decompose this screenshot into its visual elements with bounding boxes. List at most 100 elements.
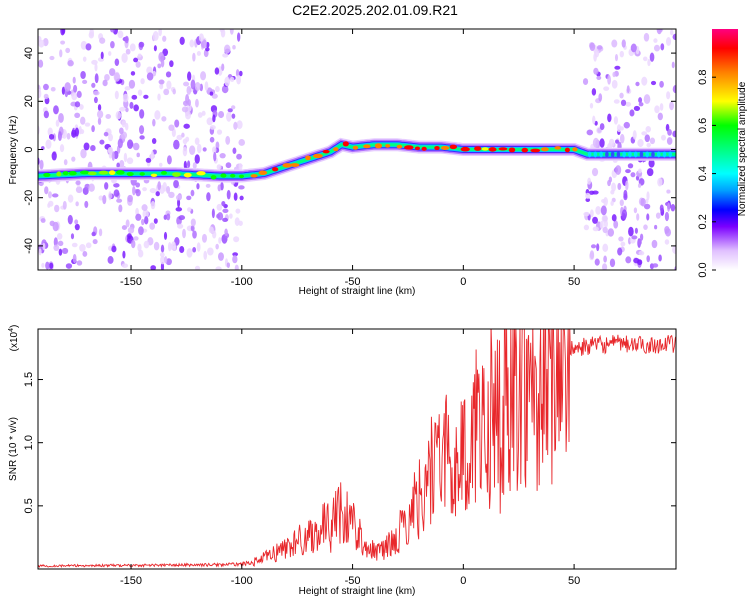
spectrogram-noise-cell: [135, 213, 142, 221]
spectrogram-noise-cell: [196, 143, 202, 154]
spectrogram-ticks: -150 -100 -50 0 50 40 20 0 -20 -40: [23, 29, 676, 288]
spectrogram-peak-cell: [540, 147, 549, 152]
spectrogram-noise-cell: [138, 226, 144, 236]
spectrogram-noise-cell: [648, 159, 655, 168]
spectrogram-noise-cell: [111, 245, 117, 253]
spectrogram-noise-cell: [143, 240, 150, 249]
spectrogram-noise-cell: [610, 200, 614, 206]
spectrogram-noise-cell: [632, 130, 637, 140]
spectrogram-noise-cell: [130, 71, 136, 76]
spectrogram-noise-cell: [122, 250, 126, 259]
spectrogram-peak-cell: [183, 172, 192, 178]
spectrogram-noise-cell: [227, 108, 233, 113]
spectrogram-noise-cell: [192, 230, 197, 239]
spectrogram-noise-cell: [232, 252, 239, 257]
spectrogram-noise-cell: [644, 134, 650, 143]
spectrogram-noise-cell: [159, 252, 165, 258]
spectrogram-noise-cell: [669, 29, 674, 36]
spectrogram-ytick-label: -20: [23, 190, 35, 206]
spectrogram-noise-cell: [179, 36, 185, 46]
spectrogram-noise-cell: [583, 224, 590, 231]
spectrogram-noise-cell: [613, 116, 619, 125]
spectrogram-noise-cell: [620, 241, 626, 247]
spectrogram-noise-cell: [215, 243, 219, 250]
spectrogram-noise-cell: [649, 52, 655, 62]
spectrogram-noise-cell: [57, 131, 62, 142]
spectrogram-noise-cell: [660, 43, 665, 51]
spectrogram-noise-cell: [216, 129, 223, 135]
spectrogram-noise-cell: [116, 162, 120, 169]
spectrogram-peak-cell: [460, 146, 470, 152]
spectrogram-noise-cell: [166, 185, 171, 194]
spectrogram-noise-cell: [163, 88, 170, 96]
spectrogram-noise-cell: [594, 120, 598, 126]
spectrogram-noise-cell: [119, 106, 126, 112]
spectrogram-noise-cell: [641, 76, 648, 86]
spectrogram-noise-cell: [39, 159, 44, 170]
colorbar-gradient: [712, 29, 738, 270]
spectrogram-noise-cell: [226, 189, 231, 200]
spectrogram-noise-cell: [672, 85, 676, 94]
spectrogram-noise-cell: [613, 220, 619, 229]
spectrogram-noise-cell: [108, 133, 114, 142]
spectrogram-noise-cell: [117, 138, 123, 149]
spectrogram-noise-cell: [154, 110, 161, 120]
spectrogram-noise-cell: [136, 152, 140, 158]
spectrogram-noise-cell: [149, 222, 156, 230]
spectrogram-noise-cell: [224, 228, 228, 236]
spectrogram-peak-cell: [62, 171, 69, 176]
spectrogram-peak-cell: [587, 151, 592, 158]
spectrogram-noise-cell: [229, 76, 235, 83]
spectrogram-noise-cell: [592, 115, 596, 125]
spectrogram-noise-cell: [175, 207, 183, 212]
spectrogram-noise-cell: [633, 257, 640, 264]
spectrogram-noise-cell: [71, 92, 78, 101]
spectrogram-noise-cell: [214, 67, 220, 75]
spectrogram-noise-cell: [162, 35, 167, 42]
spectrogram-noise-cell: [76, 260, 83, 266]
spectrogram-noise-cell: [54, 204, 60, 213]
spectrogram-noise-cell: [53, 105, 59, 115]
spectrogram-noise-cell: [58, 248, 63, 256]
spectrogram-noise-cell: [179, 246, 185, 253]
spectrogram-noise-cell: [591, 167, 599, 177]
spectrogram-noise-cell: [57, 240, 64, 247]
spectrogram-noise-cell: [40, 218, 46, 223]
spectrogram-noise-cell: [637, 139, 644, 148]
spectrogram-noise-cell: [659, 103, 664, 111]
spectrogram-noise-cell: [637, 183, 642, 188]
spectrogram-noise-cell: [612, 71, 616, 78]
spectrogram-noise-cell: [607, 74, 611, 85]
spectrogram-noise-cell: [114, 58, 120, 67]
spectrogram-noise-cell: [190, 218, 196, 227]
spectrogram-noise-cell: [233, 236, 240, 243]
spectrogram-noise-cell: [607, 113, 612, 123]
spectrogram-noise-cell: [100, 51, 104, 60]
spectrogram-noise-cell: [619, 92, 624, 99]
snr-y-multiplier: (x104): [8, 325, 20, 352]
spectrogram-noise-cell: [67, 194, 74, 203]
spectrogram-noise-cell: [107, 146, 114, 154]
spectrogram-noise-cell: [186, 248, 193, 258]
spectrogram-noise-cell: [153, 241, 160, 251]
spectrogram-noise-cell: [653, 44, 660, 52]
spectrogram-noise-cell: [43, 110, 49, 119]
spectrogram-noise-cell: [59, 49, 63, 58]
spectrogram-noise-cell: [44, 186, 49, 195]
spectrogram-noise-cell: [625, 256, 632, 264]
spectrogram-noise-cell: [42, 242, 46, 251]
spectrogram-noise-cell: [82, 56, 87, 62]
spectrogram-noise-cell: [181, 132, 185, 138]
spectrogram-peak-cell: [651, 151, 655, 158]
spectrogram-noise-cell: [599, 220, 604, 229]
spectrogram-noise-cell: [189, 145, 196, 155]
spectrogram-noise-cell: [175, 194, 182, 201]
spectrogram-noise-cell: [596, 75, 602, 80]
spectrogram-noise-cell: [653, 38, 658, 43]
spectrogram-noise-cell: [198, 33, 204, 42]
spectrogram-noise-cell: [585, 192, 591, 199]
spectrogram-noise-cell: [74, 223, 80, 231]
spectrogram-noise-cell: [102, 79, 108, 87]
spectrogram-noise-cell: [229, 29, 234, 35]
spectrogram-peak-cell: [172, 172, 181, 177]
